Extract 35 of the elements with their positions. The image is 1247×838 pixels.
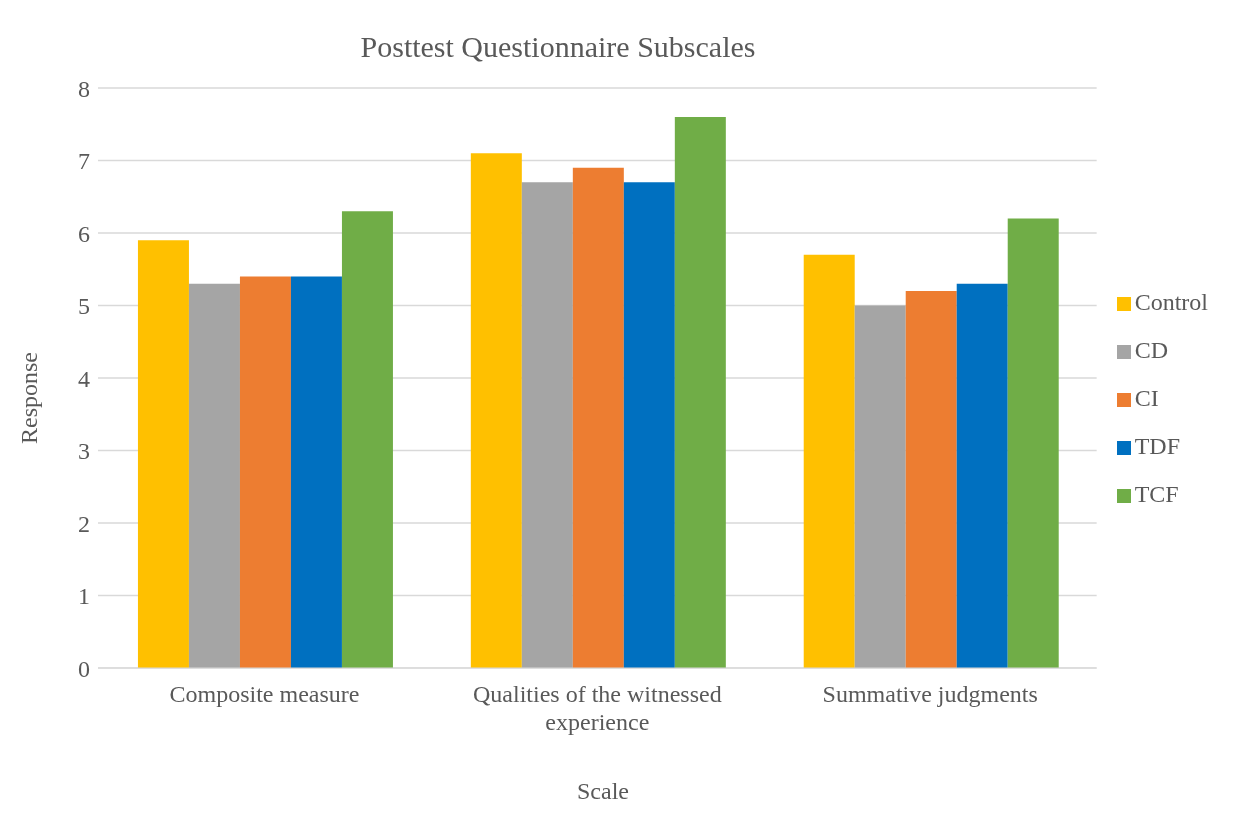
bar bbox=[623, 182, 675, 668]
bar bbox=[290, 276, 342, 668]
bar bbox=[674, 117, 726, 668]
bar bbox=[572, 167, 624, 668]
chart-title: Posttest Questionnaire Subscales bbox=[359, 30, 757, 64]
bar bbox=[905, 291, 957, 668]
x-tick-label: Qualities of the witnessed experience bbox=[473, 681, 722, 735]
y-tick-label: 1 bbox=[78, 583, 90, 610]
bar bbox=[521, 182, 573, 668]
legend-label: Control bbox=[1134, 289, 1208, 315]
bar bbox=[1007, 218, 1059, 668]
bar bbox=[803, 254, 855, 668]
bar bbox=[956, 283, 1008, 668]
bar bbox=[470, 153, 522, 668]
y-tick-label: 0 bbox=[78, 655, 90, 682]
y-axis-title: Response bbox=[16, 351, 43, 446]
bar bbox=[239, 276, 291, 668]
legend-label: TCF bbox=[1134, 481, 1179, 507]
y-tick-label: 4 bbox=[78, 365, 90, 392]
y-tick-label: 3 bbox=[78, 438, 90, 465]
legend-label: CD bbox=[1134, 337, 1168, 363]
bar bbox=[341, 211, 393, 668]
bar bbox=[854, 305, 906, 668]
y-tick-label: 2 bbox=[78, 510, 90, 537]
legend-label: TDF bbox=[1134, 433, 1180, 459]
legend-label: CI bbox=[1134, 385, 1159, 411]
y-tick-label: 5 bbox=[78, 293, 90, 320]
y-tick-label: 7 bbox=[78, 148, 90, 175]
x-tick-label: Composite measure bbox=[169, 681, 360, 707]
bar bbox=[188, 283, 240, 668]
y-tick-label: 6 bbox=[78, 220, 90, 247]
bar bbox=[137, 240, 189, 668]
y-tick-label: 8 bbox=[78, 75, 90, 102]
x-tick-label: Summative judgments bbox=[822, 681, 1038, 707]
x-axis-title: Scale bbox=[576, 778, 630, 805]
